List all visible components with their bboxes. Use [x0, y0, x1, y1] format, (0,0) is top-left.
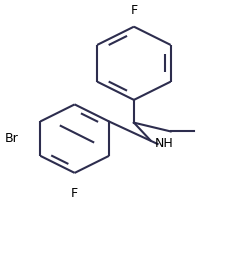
- Text: F: F: [130, 4, 137, 17]
- Text: Br: Br: [5, 132, 19, 145]
- Text: NH: NH: [155, 138, 174, 150]
- Text: F: F: [71, 187, 78, 200]
